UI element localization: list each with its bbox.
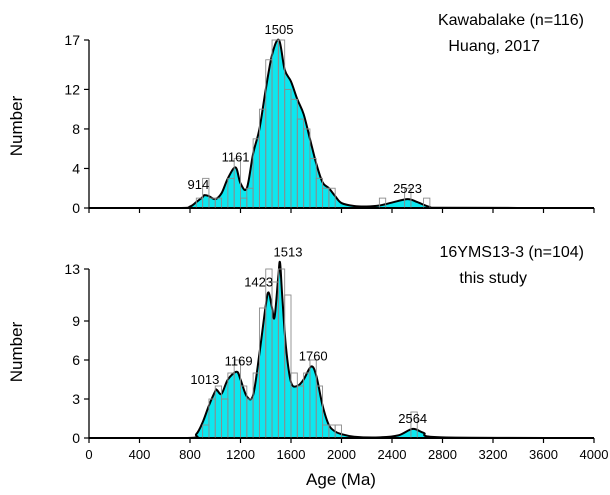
bottom-x-tick-label: 0	[85, 447, 92, 462]
bottom-peak-label: 1760	[299, 349, 328, 364]
bottom-x-tick-label: 800	[179, 447, 201, 462]
top-histogram-bars	[195, 39, 431, 209]
bottom-y-tick-label: 0	[72, 430, 80, 446]
top-y-tick-label: 0	[72, 200, 80, 216]
top-kde-curve	[88, 38, 595, 210]
bottom-y-tick-label: 13	[64, 261, 80, 277]
bottom-y-tick-label: 9	[72, 313, 80, 329]
top-peak-labels: 914 1161 1505 2523	[188, 22, 422, 196]
bottom-x-tick-label: 2400	[378, 447, 407, 462]
bottom-y-axis-label: Number	[7, 321, 26, 382]
bottom-x-tick-label: 400	[129, 447, 151, 462]
bottom-panel-subtitle: this study	[459, 270, 527, 287]
bottom-panel: 0 3 6 9 13 0 400 800 1200 1600 2000 2400 2800 3200 36…	[7, 244, 608, 489]
bottom-peak-label: 1513	[274, 245, 303, 260]
bottom-x-tick-label: 3600	[529, 447, 558, 462]
bottom-y-tick-label: 6	[72, 352, 80, 368]
bottom-x-tick-label: 4000	[580, 447, 609, 462]
bottom-panel-title: 16YMS13-3 (n=104)	[439, 244, 584, 261]
top-panel-subtitle: Huang, 2017	[448, 38, 540, 55]
top-panel-title: Kawabalake (n=116)	[438, 12, 584, 29]
top-x-ticks	[88, 208, 595, 213]
bottom-x-tick-label: 1600	[277, 447, 306, 462]
bottom-x-ticks: 0 400 800 1200 1600 2000 2400 2800 3200 3600 4000	[85, 438, 608, 462]
top-y-tick-label: 17	[64, 32, 80, 48]
x-axis-title: Age (Ma)	[306, 470, 376, 489]
bottom-peak-label: 1169	[225, 354, 253, 369]
bottom-kde-curve	[88, 260, 595, 440]
bottom-y-ticks: 0 3 6 9 13	[64, 261, 89, 446]
bottom-peak-label: 1013	[190, 372, 219, 387]
top-peak-label: 1505	[265, 22, 294, 37]
bottom-x-tick-label: 3200	[479, 447, 508, 462]
top-y-axis-label: Number	[7, 95, 26, 156]
bottom-x-tick-label: 2800	[428, 447, 457, 462]
bottom-x-tick-label: 2000	[327, 447, 356, 462]
bottom-x-tick-label: 1200	[226, 447, 255, 462]
top-y-tick-label: 4	[72, 160, 80, 176]
top-y-tick-label: 12	[64, 81, 80, 97]
bottom-peak-label: 1423	[244, 274, 273, 289]
top-y-ticks: 0 4 8 12 17	[64, 32, 89, 216]
top-peak-label: 1161	[222, 149, 250, 164]
top-peak-label: 914	[188, 177, 210, 192]
top-y-tick-label: 8	[72, 121, 80, 137]
top-peak-label: 2523	[393, 181, 422, 196]
bottom-peak-label: 2564	[398, 411, 427, 426]
bottom-y-tick-label: 3	[72, 391, 80, 407]
top-panel: 0 4 8 12 17 914 1161 1505 2523 Kawabalake (n=11…	[7, 12, 595, 216]
